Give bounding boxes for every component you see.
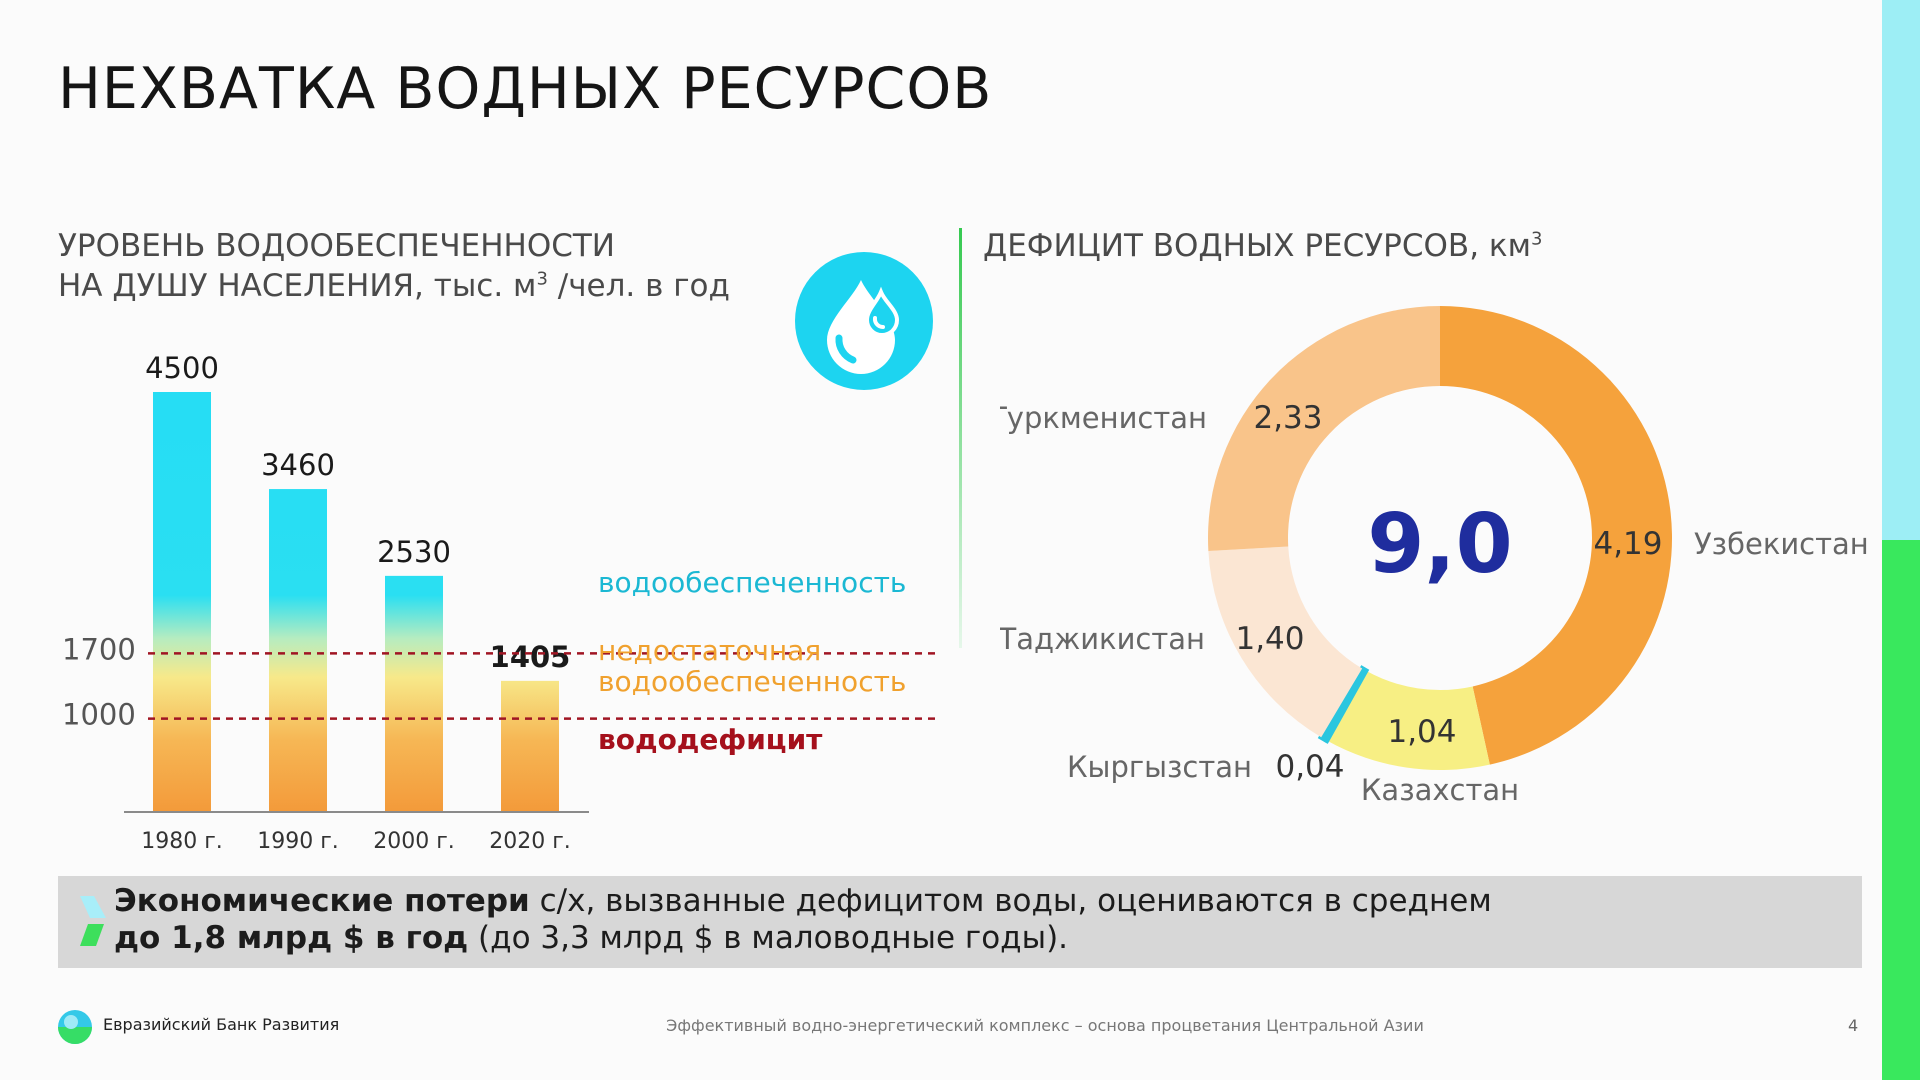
donut-chart: 9,0 4,19 Узбекистан 1,04 Казахстан 0,04 Кыргы… [1000, 306, 1869, 807]
bar-chart-subtitle-line2: НА ДУШУ НАСЕЛЕНИЯ, тыс. м3 /чел. в год [58, 266, 730, 306]
threshold-label: 1700 [62, 632, 136, 666]
zone-label-insufficient-line2: водообеспеченность [598, 665, 906, 698]
zone-label-insufficient-line1: недостаточная [598, 634, 821, 667]
callout-bold-2: до 1,8 млрд $ в год [114, 920, 469, 956]
slide-title: НЕХВАТКА ВОДНЫХ РЕСУРСОВ [58, 56, 993, 122]
x-tick-label: 1990 г. [257, 829, 339, 854]
footer-org-name: Евразийский Банк Развития [103, 1015, 340, 1034]
zone-label-deficit: вододефицит [598, 723, 823, 756]
donut-slice [1326, 670, 1490, 770]
donut-category-label: Таджикистан [1000, 622, 1205, 656]
bar-value-label: 2530 [377, 535, 451, 569]
x-tick-label: 2000 г. [373, 829, 455, 854]
x-tick-label: 2020 г. [489, 829, 571, 854]
donut-slice [1208, 546, 1363, 738]
bar-chart-subtitle: УРОВЕНЬ ВОДООБЕСПЕЧЕННОСТИ НА ДУШУ НАСЕЛ… [58, 226, 730, 306]
donut-value-label: 4,19 [1593, 526, 1662, 562]
ebd-logo-icon [58, 1010, 92, 1044]
donut-chart-subtitle: ДЕФИЦИТ ВОДНЫХ РЕСУРСОВ, км3 [983, 226, 1542, 266]
callout-accent-icon [80, 896, 106, 946]
donut-category-label: Туркменистан [1000, 401, 1207, 435]
donut-slice [1440, 306, 1673, 765]
footer-tagline: Эффективный водно-энергетический комплек… [666, 1016, 1424, 1035]
water-drop-icon [795, 252, 933, 390]
x-tick-label: 1980 г. [141, 829, 223, 854]
callout-text: Экономические потери с/х, вызванные дефи… [114, 883, 1492, 957]
accent-bar-top [1882, 0, 1920, 540]
donut-value-label: 1,04 [1387, 714, 1456, 750]
bar-4 [501, 680, 559, 812]
callout-box: Экономические потери с/х, вызванные дефи… [58, 876, 1862, 968]
bar-value-label: 3460 [261, 448, 335, 482]
callout-text-2: (до 3,3 млрд $ в маловодные годы). [468, 920, 1069, 956]
donut-category-label: Узбекистан [1694, 527, 1869, 561]
donut-slice [1208, 306, 1440, 551]
accent-bar-bottom [1882, 540, 1920, 1080]
bar-value-label: 4500 [145, 351, 219, 385]
donut-total-label: 9,0 [1367, 497, 1512, 592]
donut-value-label: 0,04 [1275, 749, 1344, 785]
donut-subtitle-text: ДЕФИЦИТ ВОДНЫХ РЕСУРСОВ, км [983, 228, 1532, 264]
donut-subtitle-superscript: 3 [1531, 228, 1543, 250]
callout-text-1: с/х, вызванные дефицитом воды, оценивают… [529, 883, 1492, 919]
subtitle-unit-text: /чел. в год [547, 268, 730, 304]
callout-bold-1: Экономические потери [114, 883, 530, 919]
subtitle-superscript: 3 [536, 268, 548, 290]
bar-3 [385, 575, 443, 812]
zone-label-sufficient: водообеспеченность [598, 566, 906, 599]
donut-category-label: Казахстан [1361, 773, 1519, 807]
bar-chart: 4500 1980 г. 3460 1990 г. 2530 2000 г. 1405 202… [62, 351, 936, 854]
donut-category-label: Кыргызстан [1067, 750, 1252, 784]
bar-chart-subtitle-line1: УРОВЕНЬ ВОДООБЕСПЕЧЕННОСТИ [58, 228, 615, 264]
donut-value-label: 1,40 [1235, 621, 1304, 657]
threshold-label: 1000 [62, 698, 136, 732]
bar-1 [153, 392, 211, 812]
panel-divider [959, 228, 962, 648]
bar-2 [269, 489, 327, 812]
donut-value-label: 2,33 [1253, 400, 1322, 436]
subtitle-text: НА ДУШУ НАСЕЛЕНИЯ, тыс. м [58, 268, 537, 304]
page-number: 4 [1848, 1016, 1859, 1035]
bar-value-label: 1405 [490, 640, 571, 674]
